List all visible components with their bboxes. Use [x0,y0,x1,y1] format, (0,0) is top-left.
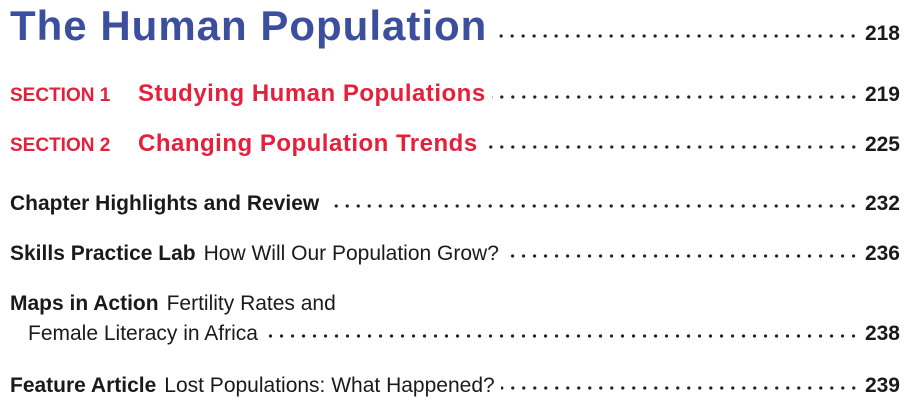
chapter-title: The Human Population [10,2,488,49]
entry-label: Maps in Action [10,292,159,315]
page-number: 239 [864,374,900,397]
page-number: 236 [864,242,900,265]
section-title: Studying Human Populations [138,80,486,107]
entry-row: Chapter Highlights and Review 232 [10,192,900,216]
entry-row: Maps in Action Fertility Rates and [10,292,900,316]
leader [500,384,859,392]
entry-label: Chapter Highlights and Review [10,192,320,215]
page-number: 238 [864,322,900,345]
section-row: SECTION 1 Studying Human Populations 219 [10,80,900,108]
section-row: SECTION 2 Changing Population Trends 225 [10,130,900,158]
entry-row: Skills Practice Lab How Will Our Populat… [10,242,900,266]
page-number: 219 [864,83,900,106]
page-number: 225 [864,133,900,156]
entry-row: Female Literacy in Africa 238 [28,322,900,346]
entry-text: Fertility Rates and [166,292,336,315]
leader [333,202,859,210]
section-label: SECTION 2 [10,135,111,156]
leader [493,32,859,40]
entry-label: Skills Practice Lab [10,242,196,265]
leader [491,93,859,101]
page-number: 218 [864,22,900,45]
chapter-row: The Human Population 218 [10,2,900,50]
leader [263,332,859,340]
entry-text: Lost Populations: What Happened? [164,374,495,397]
section-label: SECTION 1 [10,85,111,106]
entry-label: Feature Article [10,374,157,397]
entry-text: How Will Our Population Grow? [203,242,499,265]
section-title: Changing Population Trends [138,130,478,157]
leader [483,143,859,151]
leader [504,252,859,260]
entry-row: Feature Article Lost Populations: What H… [10,374,900,398]
entry-text: Female Literacy in Africa [28,322,258,345]
page-number: 232 [864,192,900,215]
